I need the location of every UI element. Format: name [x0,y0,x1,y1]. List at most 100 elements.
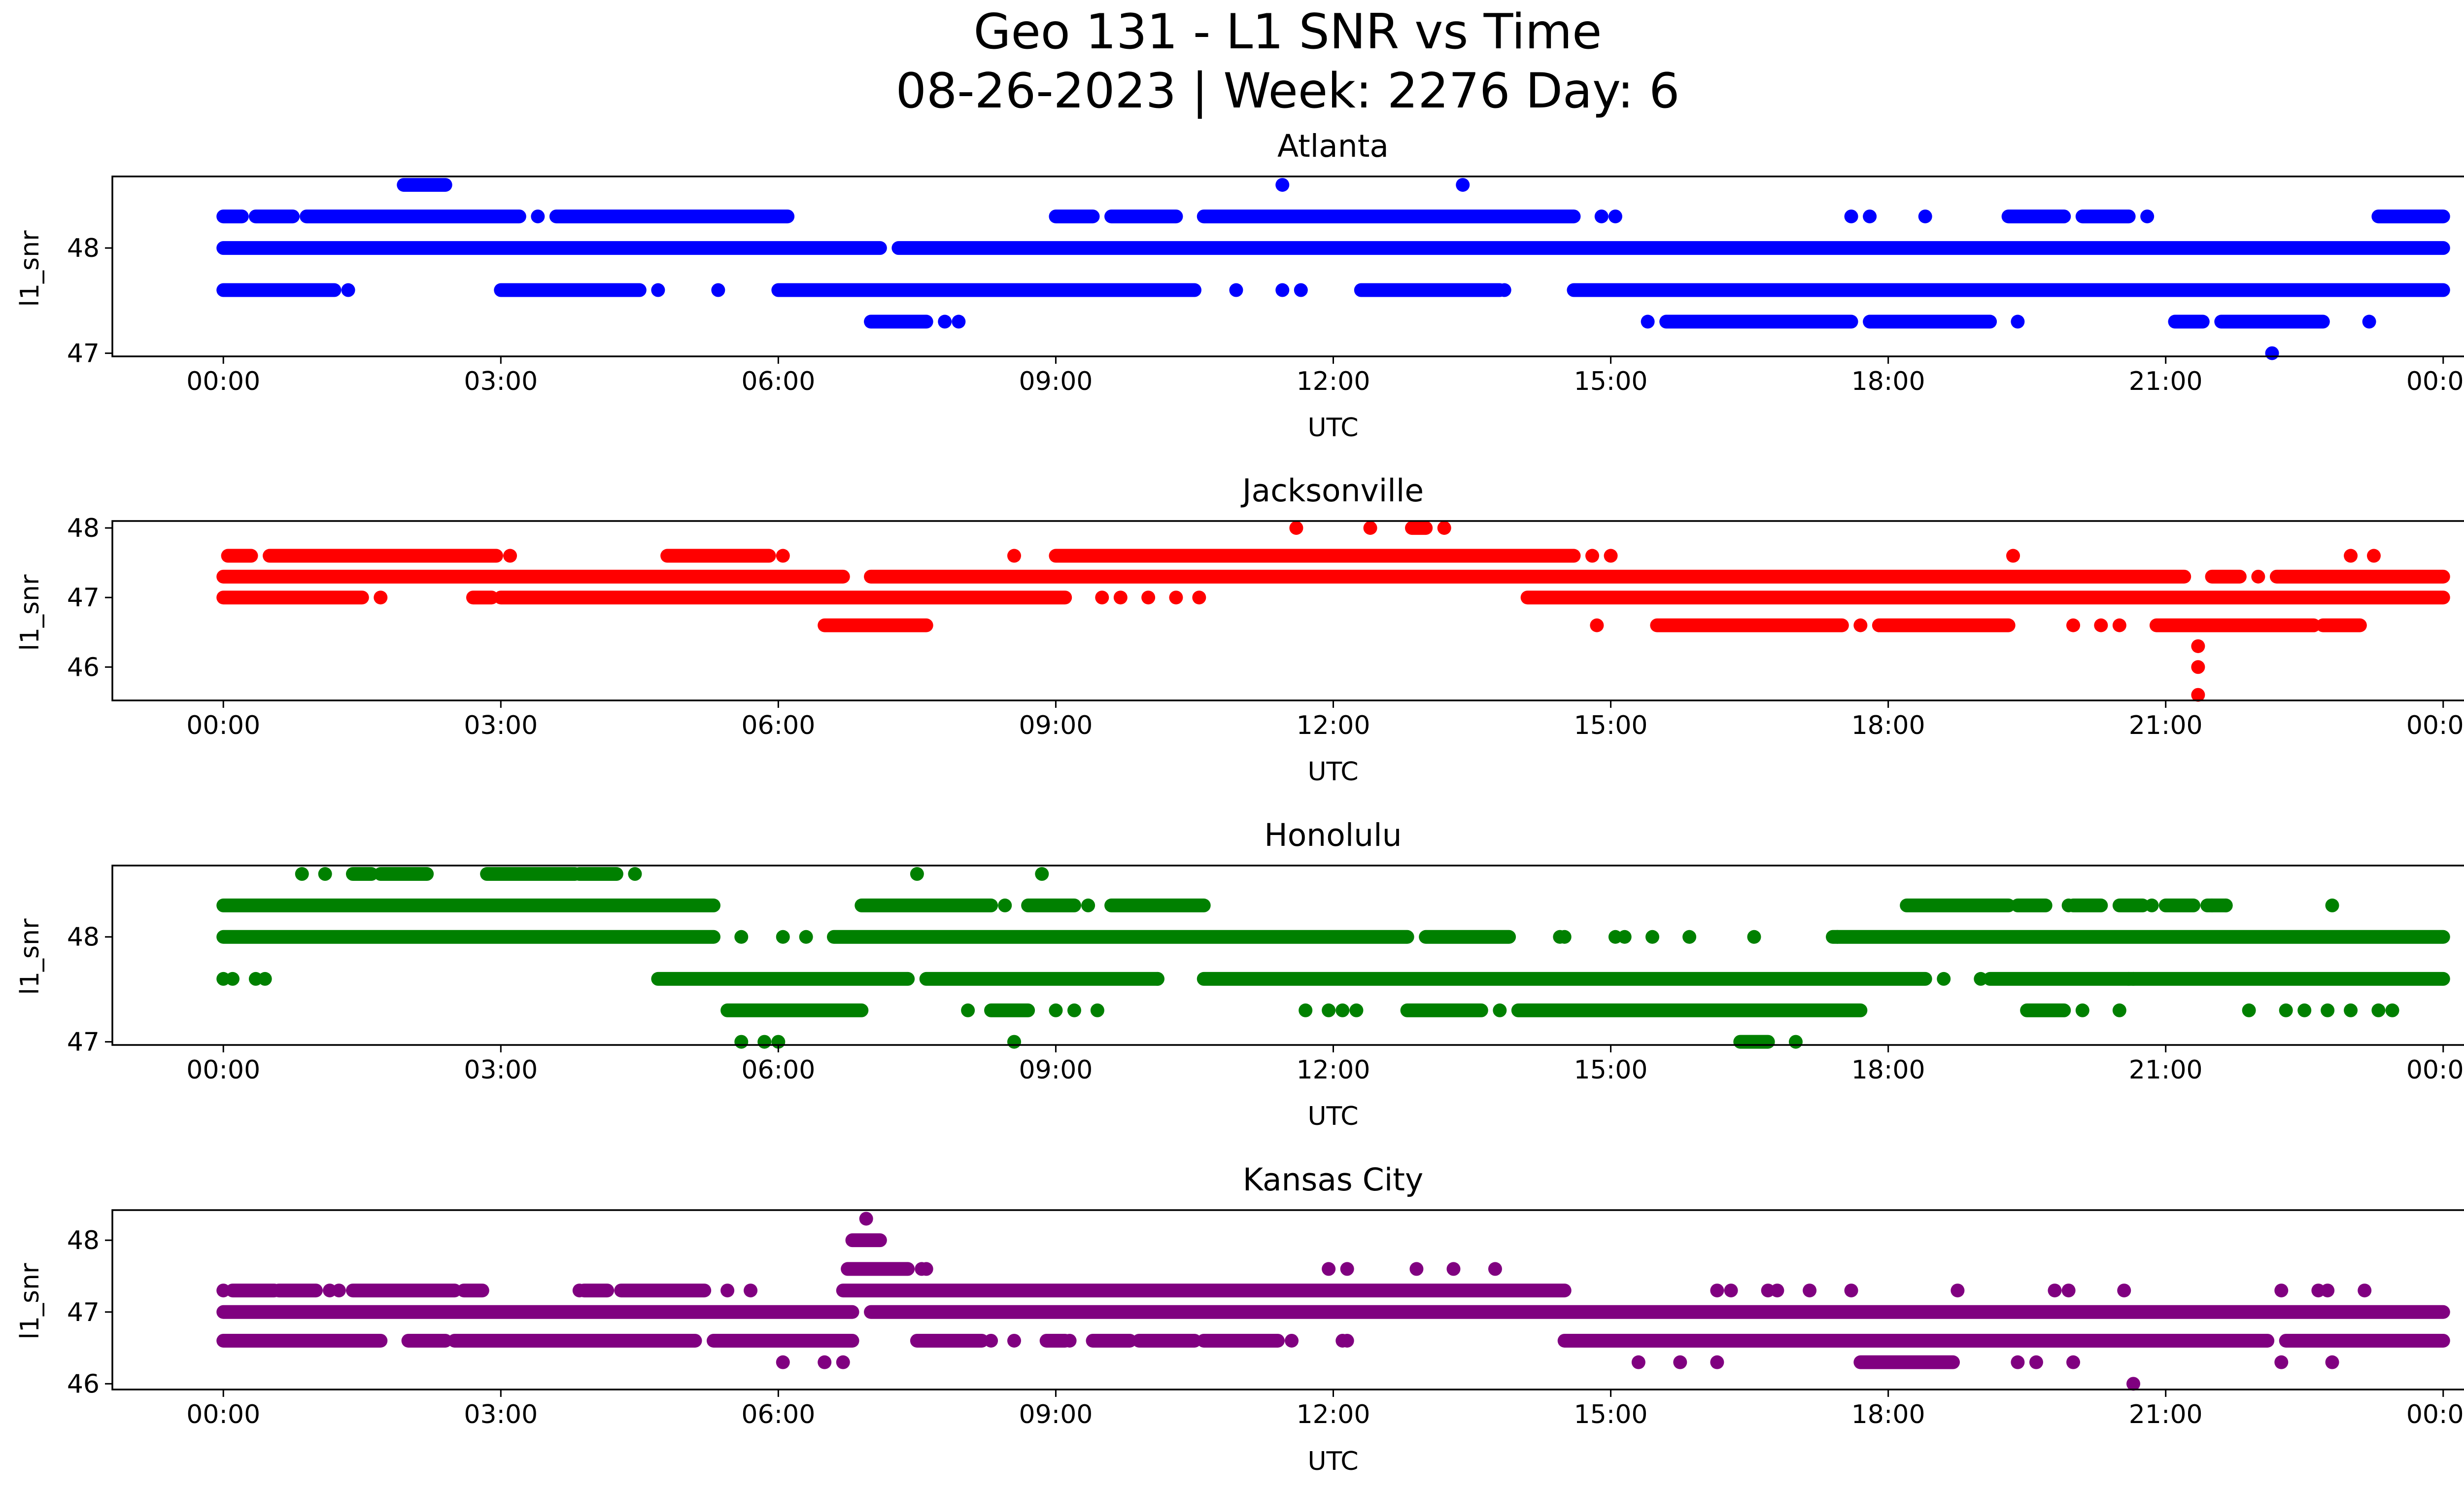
point-cluster [480,867,554,881]
data-point [1673,1355,1687,1369]
point-cluster [457,1284,489,1298]
x-axis-label: UTC [1307,1447,1358,1476]
data-point [1710,1284,1724,1298]
axes-frame [111,175,2464,357]
data-point [776,930,790,944]
data-point [1631,1355,1645,1369]
data-point [1294,283,1308,297]
x-tick-label: 06:00 [741,1055,815,1085]
data-point [734,930,749,944]
data-point [2325,898,2339,912]
point-cluster [2001,209,2071,224]
data-point [2219,898,2233,912]
data-point [2242,1003,2256,1017]
subplot-title: Atlanta [1277,128,1389,164]
x-tick-label: 21:00 [2129,367,2203,396]
subplot-title: Kansas City [1243,1162,1424,1198]
data-point [910,867,924,881]
data-point [1608,209,1622,224]
data-point [757,1035,772,1049]
point-cluster [845,1233,887,1248]
data-point [1067,1003,1081,1017]
point-cluster [864,1305,2450,1319]
data-point [2145,898,2159,912]
data-point [836,1355,850,1369]
x-axis-label: UTC [1307,757,1358,787]
data-point [2367,549,2381,563]
point-cluster [2075,209,2136,224]
y-tick-label: 48 [67,514,100,543]
data-point [2344,549,2358,563]
point-cluster [2269,569,2450,584]
point-cluster [2158,898,2201,912]
data-point [2325,1355,2339,1369]
x-tick-label: 15:00 [1574,1055,1648,1085]
x-tick-label: 00:00 [186,711,260,740]
x-tick-labels: 00:00 03:00 06:00 09:00 12:00 15:00 18:00 21:00… [186,1055,2464,1085]
x-tick-label: 18:00 [1851,1055,1925,1085]
point-cluster [855,898,998,912]
data-point [531,209,545,224]
data-point [1456,178,1470,192]
data-point [998,898,1012,912]
data-point [2094,618,2108,632]
point-cluster [1567,283,2450,297]
point-cluster [910,1333,989,1348]
x-axis-label: UTC [1307,1102,1358,1131]
y-tick-label: 47 [67,1028,100,1057]
data-point [2061,1284,2076,1298]
y-axis-label: l1_snr [15,918,45,995]
data-point [2011,1355,2025,1369]
x-tick-labels: 00:00 03:00 06:00 09:00 12:00 15:00 18:00 21:00… [186,367,2464,396]
data-point [2344,1003,2358,1017]
point-cluster [2205,569,2247,584]
point-cluster [216,241,887,255]
data-point [1446,1262,1461,1276]
point-cluster [216,569,850,584]
data-points [216,178,2450,360]
x-tick-label: 00:00 [2406,367,2464,396]
y-tick-label: 48 [67,1226,100,1255]
point-cluster [1021,898,1081,912]
x-tick-label: 18:00 [1851,1400,1925,1429]
y-axis-label: l1_snr [15,1263,45,1340]
point-cluster [2168,314,2210,329]
data-points [216,521,2450,702]
x-tick-label: 09:00 [1019,1400,1093,1429]
point-cluster [836,1284,1572,1298]
point-cluster [651,972,915,986]
point-cluster [549,209,795,224]
x-tick-label: 06:00 [741,711,815,740]
data-point [2117,1284,2131,1298]
y-tick-label: 47 [67,339,100,369]
x-tick-label: 18:00 [1851,711,1925,740]
data-point [919,1262,933,1276]
data-point [1803,1284,1817,1298]
x-tick-label: 21:00 [2129,1055,2203,1085]
y-tick-label: 47 [67,583,100,613]
data-point [2112,1003,2126,1017]
x-tick-label: 00:00 [186,1400,260,1429]
point-cluster [1049,549,1581,563]
data-point [1747,930,1761,944]
point-cluster [1049,209,1100,224]
data-point [1007,549,1021,563]
data-point [2297,1003,2312,1017]
point-cluster [984,1003,1035,1017]
data-point [1770,1284,1784,1298]
x-tick-label: 06:00 [741,1400,815,1429]
data-point [2274,1355,2289,1369]
point-cluster [216,1333,388,1348]
y-tick-label: 46 [67,653,100,682]
point-cluster [891,241,2450,255]
point-cluster [826,930,1414,944]
data-point [1035,867,1049,881]
point-cluster [1197,209,1581,224]
x-tick-labels: 00:00 03:00 06:00 09:00 12:00 15:00 18:00 21:00… [186,711,2464,740]
data-point [1409,1262,1424,1276]
data-point [2358,1284,2372,1298]
data-point [1497,283,1511,297]
x-tick-label: 15:00 [1574,1400,1648,1429]
x-tick-label: 12:00 [1297,711,1370,740]
data-point [1090,1003,1104,1017]
